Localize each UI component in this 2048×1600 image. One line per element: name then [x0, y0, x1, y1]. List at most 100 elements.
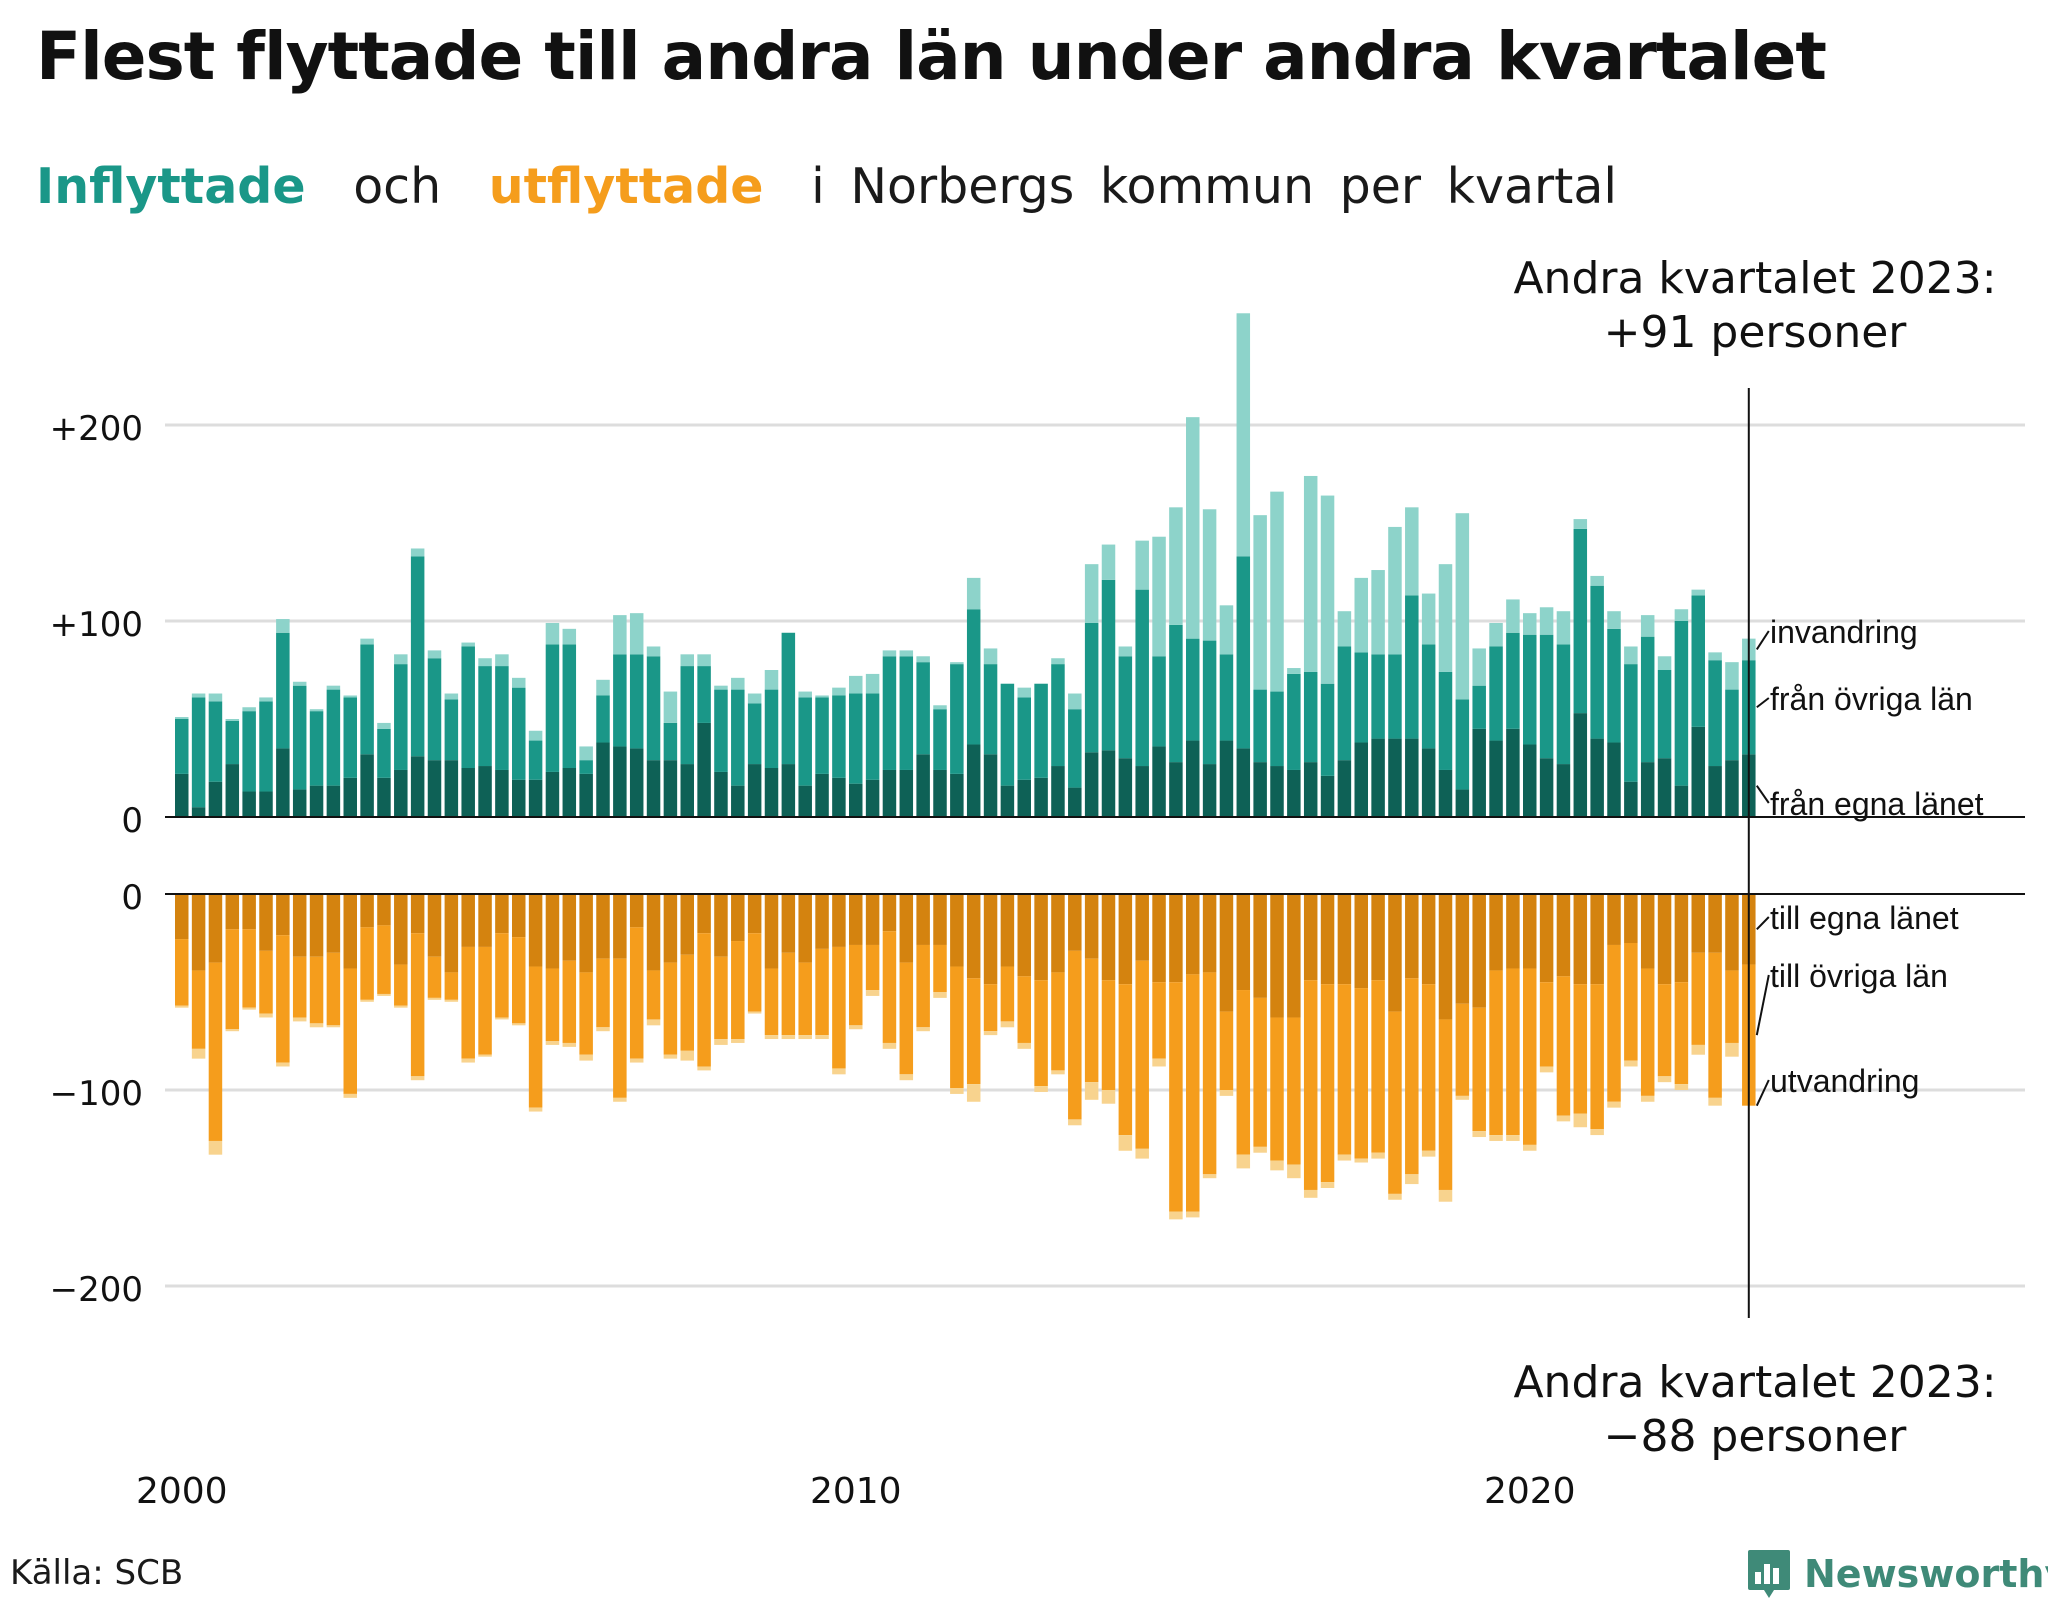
bar-in-own [629, 748, 644, 817]
bar-in-other [1017, 697, 1031, 780]
bar-in-own [1152, 746, 1166, 817]
bar-out-other [478, 946, 492, 1055]
bar-out-own [1186, 894, 1200, 975]
bar-out-other [1000, 966, 1015, 1022]
bar-out-other [394, 964, 408, 1006]
bar-out-other [798, 962, 812, 1036]
bar-out-emi [781, 1035, 796, 1040]
bar-in-own [1270, 766, 1284, 817]
legend-connector-out [1755, 1079, 1770, 1107]
bar-out-own [225, 894, 240, 930]
bar-in-other [629, 654, 644, 749]
bar-out-emi [1303, 1189, 1318, 1198]
bar-out-emi [899, 1074, 914, 1081]
bar-out-emi [1118, 1135, 1133, 1151]
bar-in-other [1657, 670, 1672, 759]
bar-out-own [1388, 894, 1402, 1012]
bar-in-other [528, 740, 543, 780]
bar-out-other [849, 944, 863, 1026]
bar-in-own [832, 777, 846, 817]
bar-out-other [1539, 982, 1554, 1067]
bar-in-imm [1708, 652, 1722, 661]
x-tick-label: 2000 [136, 1471, 228, 1512]
bar-out-emi [832, 1068, 846, 1075]
bar-out-other [646, 970, 661, 1020]
bar-out-other [1101, 980, 1116, 1090]
bar-out-emi [663, 1054, 678, 1059]
bar-in-other [394, 664, 408, 770]
bar-in-other [1489, 646, 1503, 741]
bar-out-own [292, 894, 307, 957]
bar-out-own [1523, 894, 1537, 969]
bar-in-other [1236, 556, 1251, 749]
bar-out-own [1674, 894, 1689, 983]
bar-in-own [731, 785, 745, 817]
bar-in-imm [1101, 544, 1116, 580]
bar-in-other [175, 719, 189, 774]
bar-in-other [478, 666, 492, 767]
bar-in-imm [764, 670, 779, 690]
annotation-bottom-line1: Andra kvartalet 2023: [1513, 1357, 1997, 1408]
bar-out-own [360, 894, 374, 928]
bar-in-other [1556, 644, 1571, 765]
bar-in-own [394, 769, 408, 817]
bar-in-other [191, 697, 206, 808]
bar-out-other [1034, 980, 1048, 1087]
bar-out-own [1506, 894, 1520, 969]
bar-out-own [1472, 894, 1486, 1008]
bar-in-imm [1607, 611, 1621, 629]
bar-out-other [1472, 1007, 1486, 1132]
bar-out-emi [950, 1088, 964, 1094]
bar-out-other [562, 960, 577, 1043]
bar-out-emi [697, 1066, 711, 1071]
bar-out-own [1438, 894, 1453, 1020]
bar-out-own [259, 894, 273, 951]
bar-in-imm [292, 681, 307, 686]
bar-out-other [882, 931, 897, 1043]
bar-out-own [444, 894, 459, 973]
bar-in-imm [950, 662, 964, 665]
bar-in-imm [680, 654, 694, 667]
bar-in-other [1186, 638, 1200, 741]
bar-in-other [1438, 671, 1453, 770]
bar-in-imm [714, 685, 728, 690]
bar-in-own [680, 764, 694, 817]
bar-out-other [781, 952, 796, 1036]
bar-out-other [1691, 952, 1705, 1045]
bar-in-imm [933, 705, 947, 710]
bar-in-other [326, 689, 341, 786]
bar-out-other [512, 937, 526, 1024]
bar-in-own [191, 807, 206, 817]
bar-out-own [983, 894, 998, 985]
bar-in-imm [326, 685, 341, 690]
bar-in-own [326, 785, 341, 817]
bar-out-other [1556, 976, 1571, 1116]
bar-out-emi [427, 997, 442, 1000]
bar-out-own [1253, 894, 1267, 998]
bar-out-other [899, 962, 914, 1075]
bar-out-emi [1708, 1097, 1722, 1106]
bar-out-own [1590, 894, 1604, 985]
bar-out-own [343, 894, 357, 969]
bar-out-other [1624, 943, 1638, 1061]
bar-out-other [629, 927, 644, 1059]
bar-out-emi [242, 1007, 256, 1010]
bar-out-other [1186, 974, 1200, 1212]
bar-in-imm [1640, 615, 1655, 637]
bar-out-emi [1101, 1090, 1116, 1104]
bar-in-other [731, 689, 745, 786]
bar-out-other [916, 944, 930, 1028]
legend-label-in: invandring [1770, 614, 1918, 650]
bar-out-emi [326, 1025, 341, 1028]
bar-in-other [1725, 689, 1739, 761]
bar-in-own [1169, 762, 1183, 817]
bar-out-other [933, 944, 947, 992]
bar-in-other [1253, 689, 1267, 763]
bar-in-other [1219, 654, 1234, 741]
bar-in-own [1000, 785, 1015, 817]
bar-out-emi [1219, 1090, 1234, 1096]
bar-in-own [495, 769, 509, 817]
bar-in-own [1539, 758, 1554, 817]
bar-in-other [1388, 654, 1402, 739]
